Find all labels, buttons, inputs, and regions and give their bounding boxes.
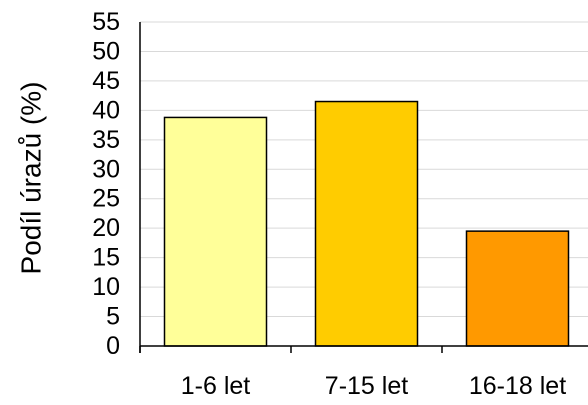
bar-1 (163, 116, 268, 347)
x-tick-label: 16-18 let (469, 372, 566, 400)
y-axis-title: Podíl úrazů (%) (15, 82, 46, 275)
y-tick-label: 5 (106, 303, 120, 331)
x-tick-label: 7-15 let (325, 372, 408, 400)
y-tick-label: 0 (106, 332, 120, 360)
y-tick-label: 30 (92, 155, 120, 183)
y-tick-label: 25 (92, 185, 120, 213)
y-tick-label: 10 (92, 273, 120, 301)
x-tick-label: 1-6 let (181, 372, 251, 400)
bar-3 (465, 230, 570, 347)
y-tick-label: 20 (92, 214, 120, 242)
y-tick-label: 50 (92, 37, 120, 65)
y-tick-label: 15 (92, 244, 120, 272)
y-tick-label: 40 (92, 96, 120, 124)
bar-2 (314, 100, 419, 347)
bars (163, 100, 570, 347)
y-tick-label: 35 (92, 126, 120, 154)
y-tick-label: 55 (92, 8, 120, 36)
x-tick-labels: 1-6 let 7-15 let 16-18 let (181, 372, 566, 400)
y-tick-label: 45 (92, 67, 120, 95)
axes (139, 22, 588, 353)
